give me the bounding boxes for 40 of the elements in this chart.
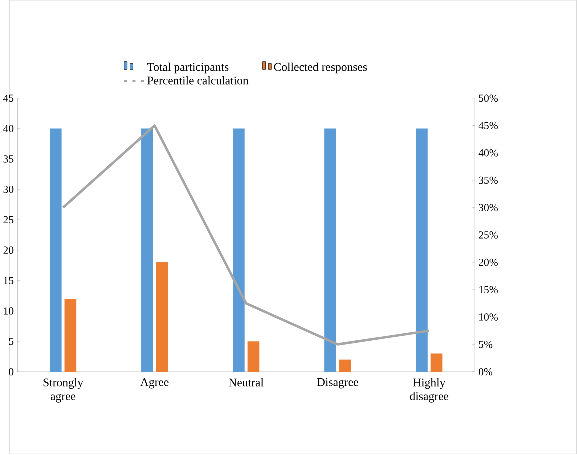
y2-tick-label: 0%	[479, 368, 493, 376]
x-tick-label: Highly disagree	[410, 378, 449, 404]
y2-tick-label: 15%	[480, 286, 498, 294]
y-tick-label: 40	[3, 125, 14, 133]
x-tick-label: Disagree	[317, 378, 358, 389]
y-tick-label: 45	[3, 94, 14, 102]
y2-tick-label: 20%	[479, 259, 498, 266]
bar	[416, 128, 428, 372]
y-tick-label: 25	[4, 216, 14, 224]
bar	[64, 299, 77, 372]
x-tick-label: Neutral	[229, 378, 264, 387]
y2-tick-label: 40%	[478, 150, 498, 157]
y2-tick-label: 45%	[478, 122, 498, 130]
y2-tick-label: 5%	[479, 341, 493, 348]
y-tick-label: 15	[4, 277, 14, 285]
legend-label: Total participants	[147, 63, 229, 74]
y2-tick-label: 25%	[479, 232, 498, 240]
bar	[248, 342, 260, 372]
x-tick-label: Strongly agree	[44, 378, 84, 404]
y2-tick-label: 35%	[479, 177, 498, 184]
bar	[324, 128, 336, 372]
y2-tick-label: 30%	[479, 204, 498, 212]
legend-label: Percentile calculation	[148, 76, 249, 85]
y-tick-label: 10	[4, 308, 14, 316]
y2-tick-label: 10%	[480, 314, 498, 322]
bar	[50, 128, 62, 372]
legend-label: Collected responses	[274, 63, 368, 74]
line-series	[62, 124, 431, 346]
y-tick-label: 35	[4, 156, 14, 164]
y-tick-label: 20	[4, 246, 14, 254]
y2-tick-label: 50%	[479, 94, 498, 102]
y-tick-label: 30	[4, 186, 14, 194]
bar	[156, 262, 168, 372]
bar	[430, 354, 443, 372]
bar	[339, 360, 352, 372]
bar	[142, 128, 154, 372]
bar	[233, 128, 245, 372]
y-tick-label: 0	[9, 368, 14, 376]
y-tick-label: 5	[9, 338, 14, 346]
x-tick-label: Agree	[140, 378, 169, 389]
